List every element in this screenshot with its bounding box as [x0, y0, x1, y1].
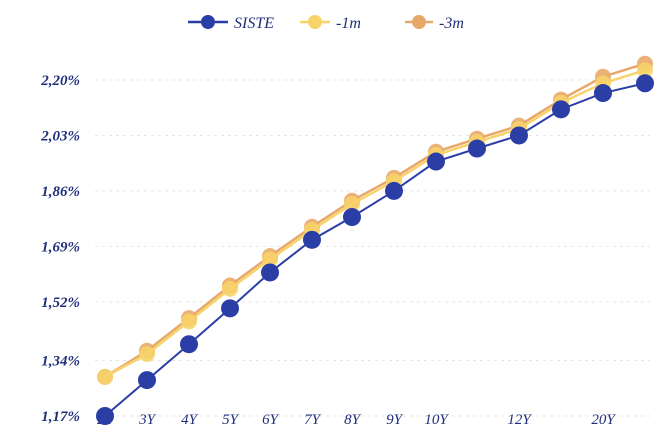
legend-marker: [308, 15, 322, 29]
legend-item: -3m: [405, 15, 464, 32]
series-point: [180, 335, 198, 354]
series-point: [552, 100, 570, 119]
x-tick-label: 20Y: [591, 412, 616, 428]
series-layer: [96, 55, 654, 425]
y-tick-label: 1,86%: [41, 184, 80, 200]
series-line: [104, 82, 646, 417]
series-point: [427, 152, 445, 171]
x-tick-label: 8Y: [344, 412, 362, 428]
y-tick-label: 1,69%: [41, 239, 80, 255]
x-axis-ticks: 2Y3Y4Y5Y6Y7Y8Y9Y10Y12Y20Y: [97, 412, 616, 428]
series-point: [385, 181, 403, 200]
legend-marker: [412, 15, 426, 29]
y-tick-label: 1,17%: [41, 409, 80, 425]
y-tick-label: 2,03%: [40, 128, 80, 144]
series-point: [636, 74, 654, 93]
series-point: [637, 62, 653, 79]
x-tick-label: 3Y: [138, 412, 157, 428]
x-tick-label: 12Y: [507, 412, 532, 428]
legend-label: -3m: [439, 15, 464, 32]
y-tick-label: 2,20%: [40, 73, 80, 89]
series-point: [510, 126, 528, 145]
series-point: [344, 195, 360, 212]
series-point: [261, 263, 279, 282]
x-tick-label: 6Y: [262, 412, 280, 428]
x-tick-label: 10Y: [424, 412, 449, 428]
series-point: [594, 84, 612, 103]
legend-label: -1m: [336, 15, 361, 32]
series-point: [96, 407, 114, 425]
series-point: [222, 280, 238, 297]
legend-item: -1m: [300, 15, 361, 32]
x-tick-label: 7Y: [304, 412, 322, 428]
x-tick-label: 9Y: [386, 412, 404, 428]
series-0: [96, 74, 654, 425]
series-point: [343, 208, 361, 227]
grid: [95, 79, 650, 417]
legend-item: SISTE: [188, 15, 274, 32]
series-point: [262, 251, 278, 268]
y-tick-label: 1,34%: [41, 354, 80, 370]
x-tick-label: 5Y: [222, 412, 240, 428]
series-point: [181, 313, 197, 330]
series-point: [468, 139, 486, 158]
series-point: [97, 368, 113, 385]
series-point: [221, 299, 239, 318]
series-point: [303, 230, 321, 249]
legend-label: SISTE: [234, 15, 274, 32]
legend-marker: [201, 15, 215, 29]
legend: SISTE -1m -3m: [188, 15, 464, 32]
series-point: [139, 346, 155, 363]
y-tick-label: 1,52%: [41, 295, 80, 311]
y-axis-ticks: 1,17% 1,34% 1,52% 1,69% 1,86% 2,03% 2,20%: [40, 73, 80, 425]
x-tick-label: 4Y: [181, 412, 199, 428]
series-point: [138, 371, 156, 390]
